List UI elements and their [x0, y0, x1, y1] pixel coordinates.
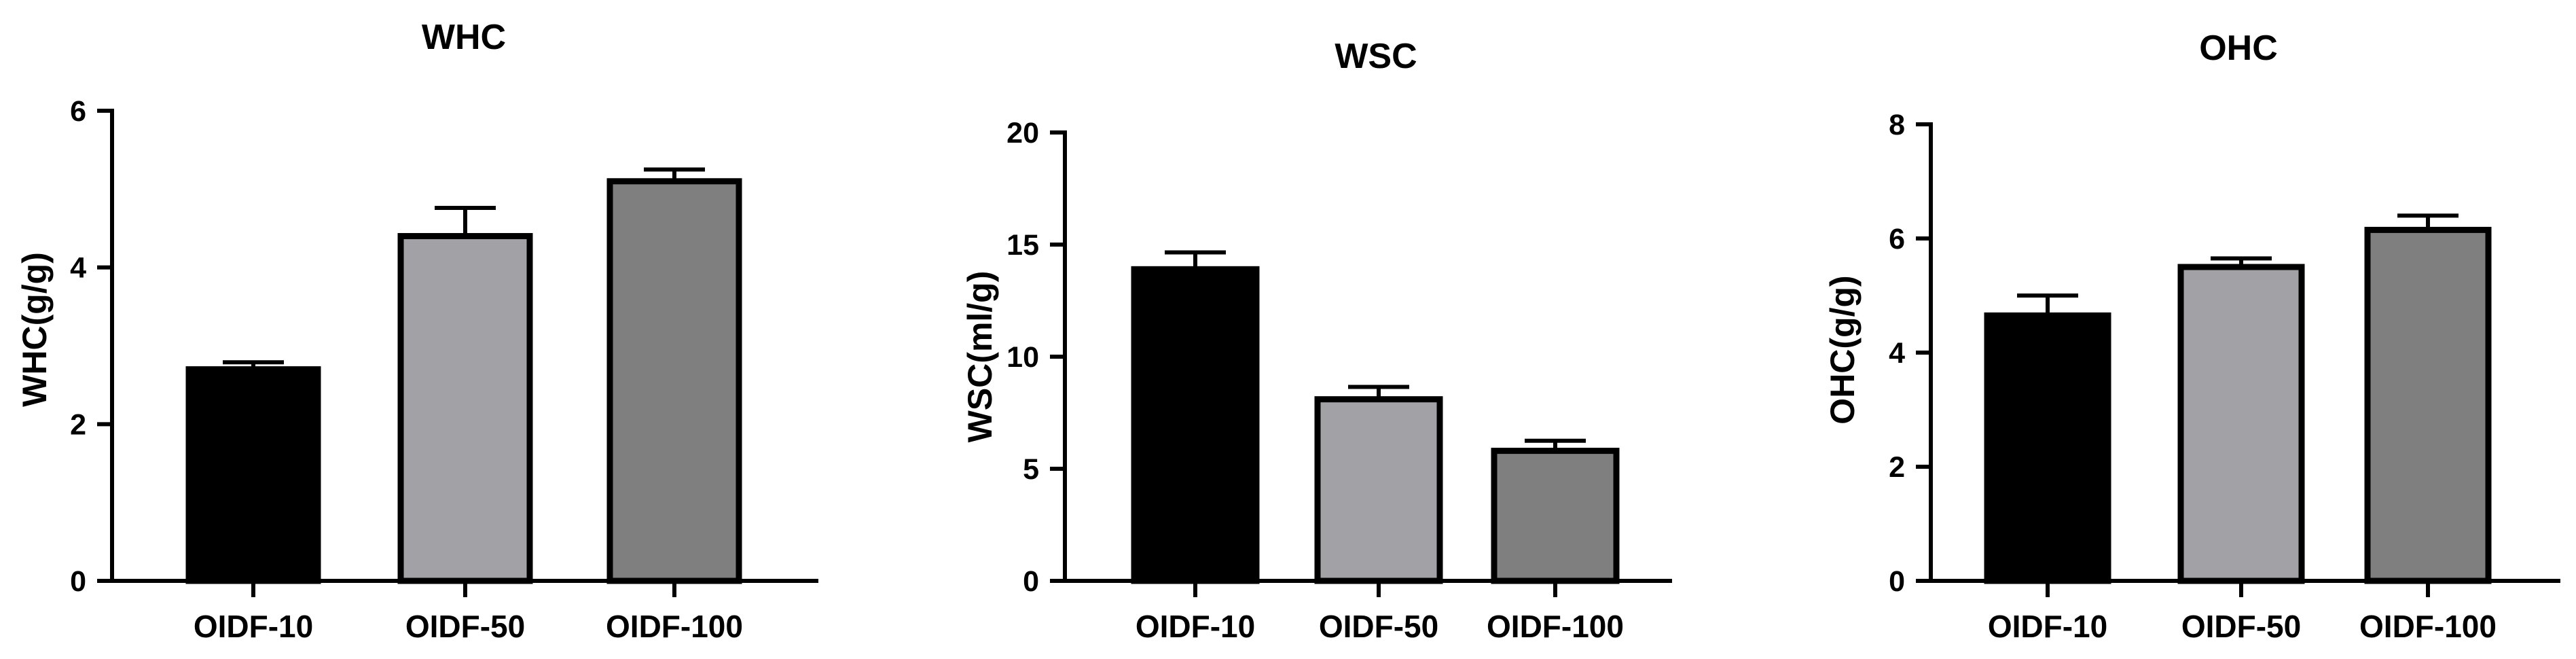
chart-panel-ohc: OHC OHC(g/g) 0 2 4 6 8 OIDF-10 OIDF-50 OIDF-100 — [1824, 29, 2560, 644]
y-tick-label: 2 — [70, 408, 86, 441]
y-tick-label: 8 — [1889, 109, 1905, 141]
y-tick-label: 4 — [70, 252, 86, 285]
y-tick-label: 0 — [70, 565, 86, 598]
chart-marks — [1131, 250, 1620, 584]
bar — [2177, 264, 2305, 584]
chart-axes: 0 2 4 6 8 OIDF-10 OIDF-50 OIDF-100 — [1889, 109, 2560, 644]
bar — [1314, 396, 1443, 584]
bar — [185, 366, 321, 584]
bar — [1984, 312, 2111, 584]
y-tick-label: 2 — [1889, 451, 1905, 484]
bar — [606, 178, 742, 584]
chart-title: WHC — [422, 18, 506, 57]
chart-panel-wsc: WSC WSC(ml/g) 0 5 10 15 20 OIDF-10 OIDF-50 OIDF… — [961, 37, 1672, 644]
y-tick-label: 4 — [1889, 337, 1905, 370]
x-tick-label: OIDF-100 — [2359, 609, 2497, 644]
x-tick-label: OIDF-10 — [1988, 609, 2107, 644]
chart-axes: 0 5 10 15 20 OIDF-10 OIDF-50 OIDF-100 — [1006, 117, 1672, 644]
y-tick-label: 10 — [1006, 341, 1039, 374]
y-tick-label: 5 — [1023, 453, 1039, 486]
y-axis-label: OHC(g/g) — [1824, 275, 1862, 424]
chart-panel-whc: WHC WHC(g/g) 0 2 4 6 OIDF-10 OIDF-50 OIDF-100 — [16, 18, 818, 644]
x-tick-label: OIDF-50 — [405, 609, 525, 644]
chart-marks — [1984, 213, 2492, 584]
x-tick-label: OIDF-100 — [606, 609, 743, 644]
x-tick-label: OIDF-50 — [2181, 609, 2301, 644]
bar — [1491, 448, 1620, 584]
x-tick-label: OIDF-10 — [1136, 609, 1255, 644]
bar — [1131, 266, 1260, 584]
y-tick-label: 6 — [70, 95, 86, 128]
y-axis-label: WSC(ml/g) — [961, 271, 999, 443]
chart-marks — [185, 167, 742, 584]
y-axis-label: WHC(g/g) — [16, 252, 54, 407]
chart-axes: 0 2 4 6 OIDF-10 OIDF-50 OIDF-100 — [70, 95, 818, 644]
chart-title: OHC — [2199, 29, 2278, 68]
chart-title: WSC — [1335, 37, 1417, 76]
x-tick-label: OIDF-50 — [1319, 609, 1438, 644]
y-tick-label: 0 — [1023, 565, 1039, 598]
y-tick-label: 0 — [1889, 565, 1905, 598]
y-tick-label: 15 — [1006, 229, 1039, 262]
x-tick-label: OIDF-10 — [194, 609, 313, 644]
y-tick-label: 6 — [1889, 223, 1905, 255]
bar — [2364, 226, 2492, 584]
y-tick-label: 20 — [1006, 117, 1039, 149]
bar — [397, 233, 533, 584]
x-tick-label: OIDF-100 — [1487, 609, 1624, 644]
